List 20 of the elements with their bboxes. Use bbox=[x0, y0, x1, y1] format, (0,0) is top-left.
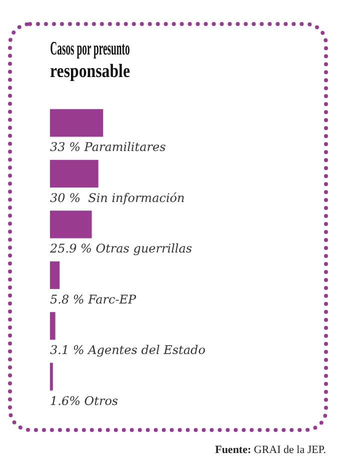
data-label: 5.8 % bbox=[50, 292, 84, 306]
bar bbox=[50, 261, 60, 289]
y-tick-label: Otras guerrillas bbox=[96, 242, 192, 256]
bar bbox=[50, 109, 104, 137]
y-tick-label: Otros bbox=[84, 394, 118, 408]
data-label: 25.9 % bbox=[49, 242, 92, 256]
data-label: 3.1 % bbox=[50, 343, 84, 358]
data-label: 30 % bbox=[50, 190, 84, 205]
source-note: Fuente: GRAI de la JEP. bbox=[215, 444, 326, 456]
data-label: 33 % bbox=[50, 140, 80, 154]
bar bbox=[50, 160, 98, 188]
y-tick-label: Agentes del Estado bbox=[87, 343, 206, 358]
bar bbox=[50, 362, 53, 390]
bar bbox=[50, 210, 92, 238]
chart-title: Casos por presunto responsable bbox=[50, 39, 130, 82]
bar bbox=[50, 312, 56, 340]
y-tick-label: Farc-EP bbox=[87, 292, 138, 306]
y-tick-label: Sin información bbox=[88, 190, 185, 205]
data-label: 1.6% bbox=[50, 394, 80, 408]
y-tick-label: Paramilitares bbox=[83, 140, 166, 154]
